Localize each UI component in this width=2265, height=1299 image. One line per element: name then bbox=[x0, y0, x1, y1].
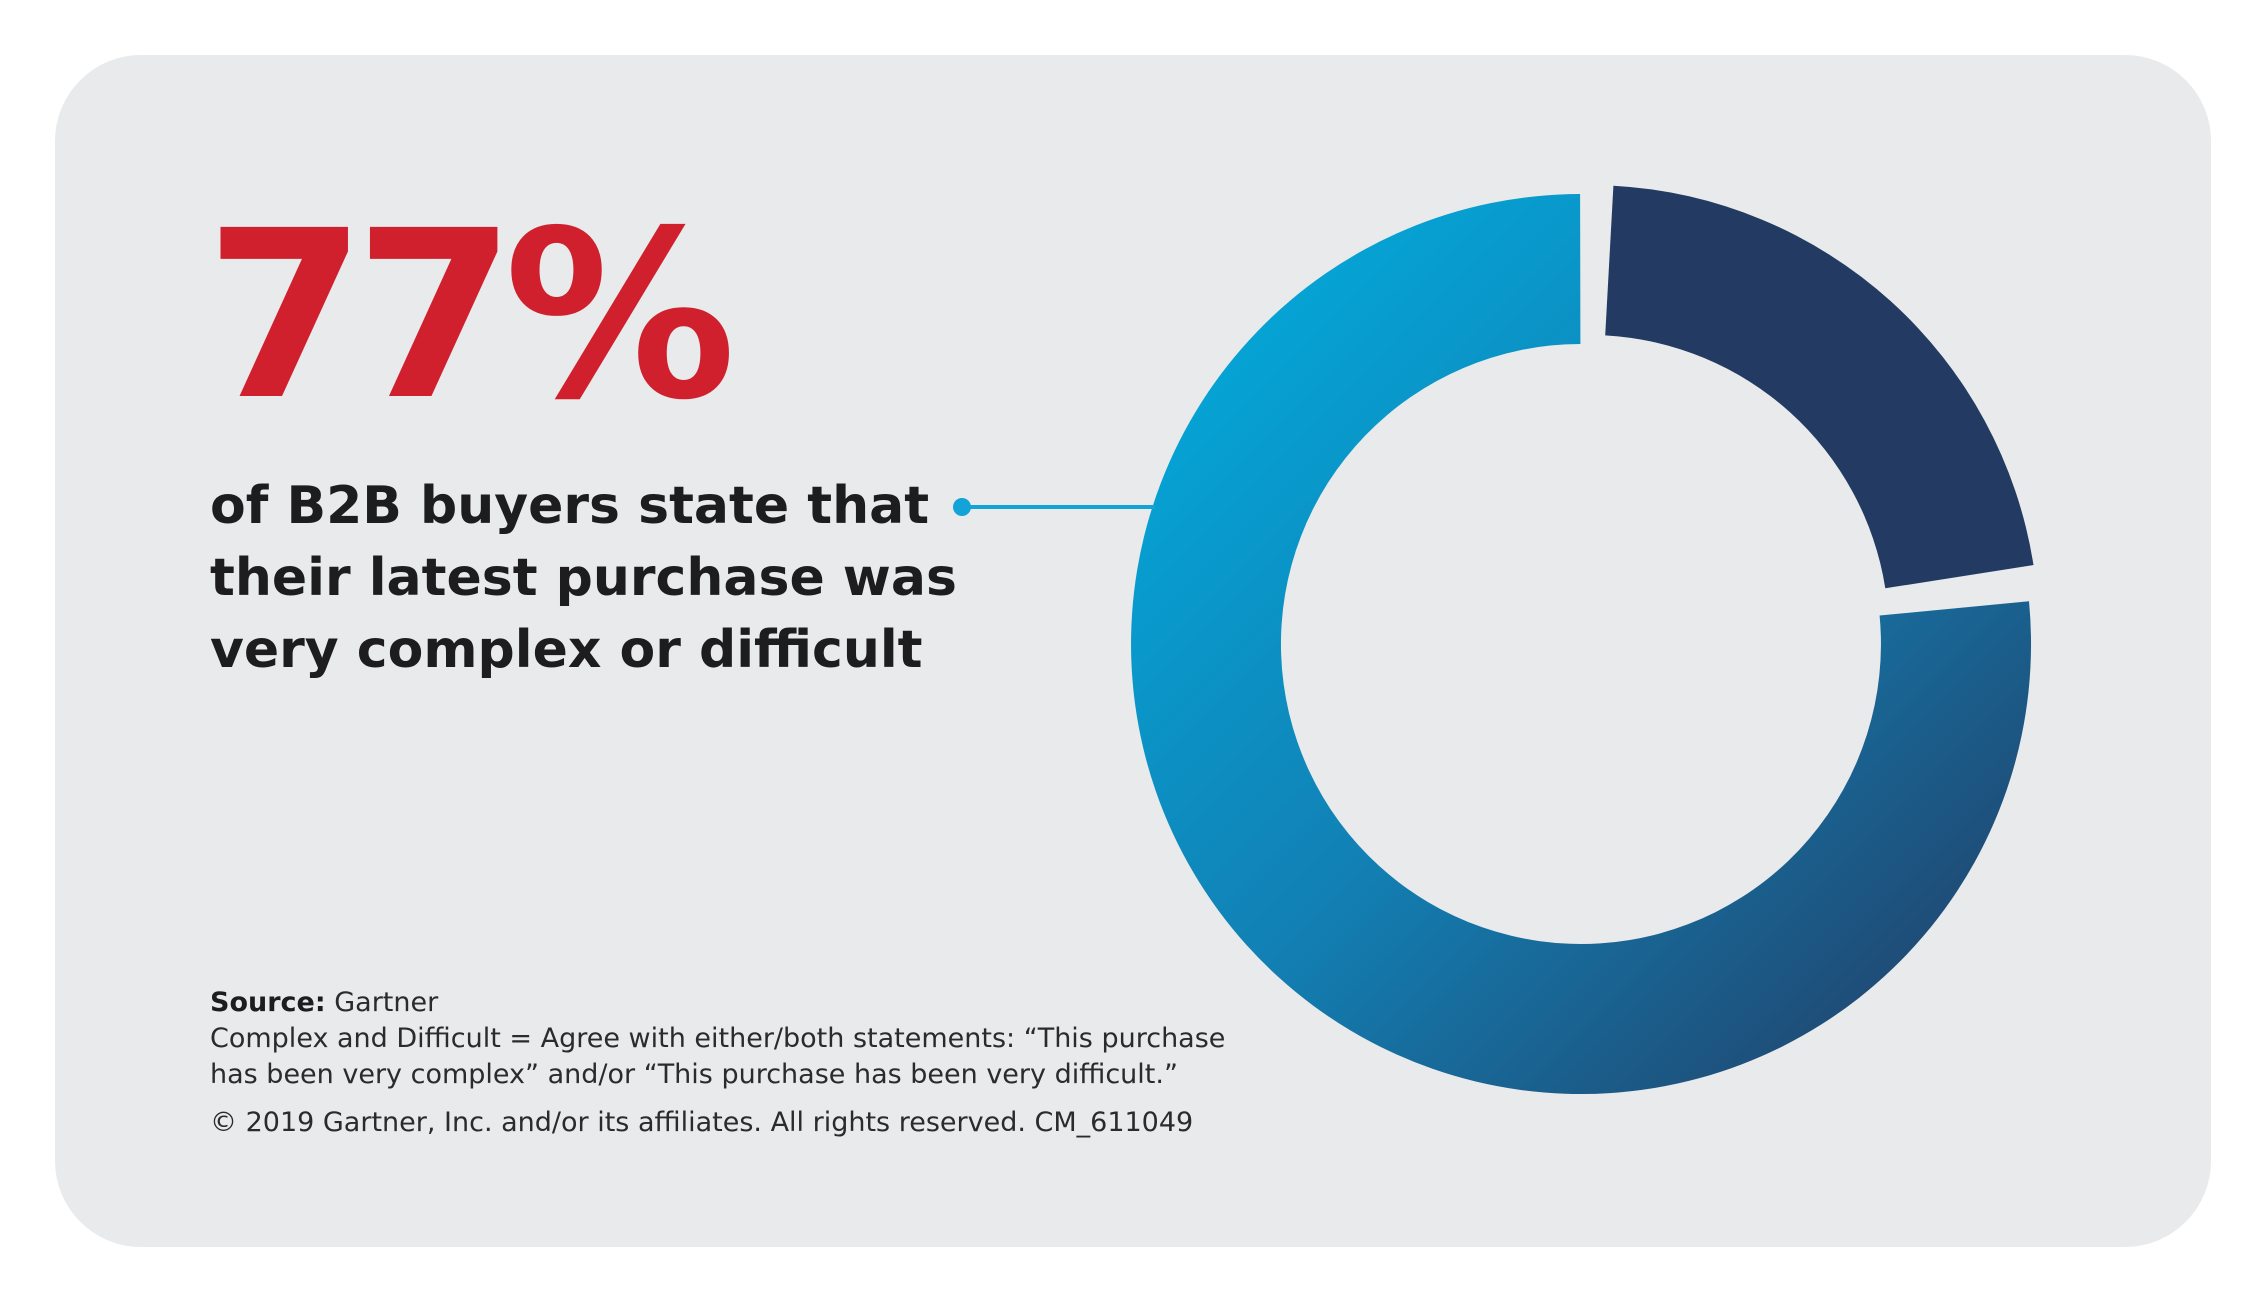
headline: of B2B buyers state that their latest pu… bbox=[210, 470, 957, 686]
copyright: © 2019 Gartner, Inc. and/or its affiliat… bbox=[210, 1107, 1194, 1138]
headline-line: very complex or difficult bbox=[210, 620, 923, 680]
source-line: Source: Gartner bbox=[210, 985, 1190, 1021]
donut-slice-77 bbox=[1131, 194, 2032, 1094]
definition-line: has been very complex” and/or “This purc… bbox=[210, 1059, 1178, 1090]
footnote: Source: Gartner Complex and Difficult = … bbox=[210, 985, 1226, 1141]
source-value: Gartner bbox=[325, 987, 439, 1018]
donut-slice-23 bbox=[1605, 185, 2034, 589]
headline-line: their latest purchase was bbox=[210, 548, 957, 608]
definition-line: Complex and Difficult = Agree with eithe… bbox=[210, 1023, 1226, 1054]
callout-dot bbox=[953, 498, 971, 516]
headline-line: of B2B buyers state that bbox=[210, 476, 930, 536]
source-label: Source: bbox=[210, 987, 326, 1018]
stat-percentage: 77% bbox=[205, 181, 736, 451]
